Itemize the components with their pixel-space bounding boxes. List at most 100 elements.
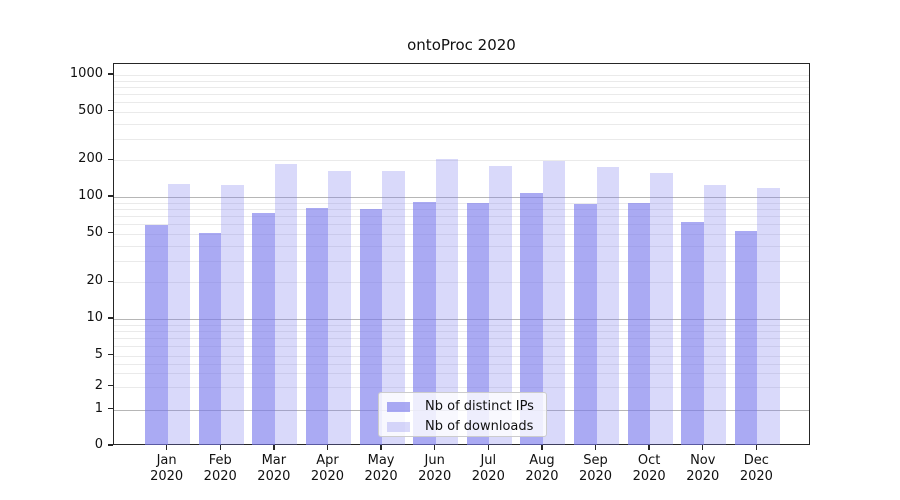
minor-gridline — [114, 93, 809, 95]
legend-swatch-distinct-ips — [387, 401, 410, 412]
y-axis-tick-label: 200 — [78, 151, 103, 167]
y-axis-tick — [108, 317, 113, 319]
minor-gridline — [114, 111, 809, 113]
minor-gridline — [114, 202, 809, 204]
minor-gridline — [114, 224, 809, 226]
y-axis-tick — [108, 444, 113, 446]
bar-downloads-jul — [489, 165, 512, 445]
plot-area — [113, 63, 810, 445]
bar-downloads-dec — [757, 188, 780, 445]
bar-distinct-ips-may — [359, 209, 383, 445]
y-axis-tick — [108, 110, 113, 112]
y-axis-tick-label: 1000 — [69, 66, 103, 81]
y-axis-tick-label: 2 — [94, 377, 103, 393]
minor-gridline — [114, 138, 809, 140]
legend-swatch-downloads — [387, 421, 410, 432]
bars-layer — [114, 64, 809, 445]
y-axis-tick — [108, 407, 113, 410]
y-axis-tick — [108, 158, 113, 160]
bar-distinct-ips-jul — [466, 202, 490, 445]
x-axis-tick — [273, 445, 275, 450]
y-axis-tick — [108, 385, 113, 387]
bar-distinct-ips-feb — [198, 232, 222, 445]
bar-downloads-jan — [167, 183, 191, 445]
x-axis-tick — [165, 445, 168, 450]
minor-gridline — [114, 346, 809, 348]
bar-distinct-ips-nov — [681, 222, 704, 445]
bar-distinct-ips-oct — [627, 202, 651, 445]
minor-gridline — [114, 260, 809, 262]
minor-gridline — [114, 233, 809, 235]
minor-gridline — [114, 330, 809, 332]
y-axis-tick-label: 500 — [78, 102, 103, 118]
major-gridline — [114, 197, 809, 198]
x-axis-tick-label: Oct 2020 — [632, 453, 666, 484]
x-axis-tick — [648, 445, 650, 450]
minor-gridline — [114, 102, 809, 104]
bar-downloads-mar — [274, 164, 298, 445]
bar-distinct-ips-dec — [734, 230, 758, 445]
legend-label-downloads: Nb of downloads — [425, 419, 534, 434]
grid-layer — [114, 64, 809, 444]
minor-gridline — [114, 373, 809, 374]
legend-row-distinct-ips: Nb of distinct IPs — [379, 398, 546, 415]
minor-gridline — [114, 355, 809, 357]
y-axis-tick-label: 5 — [94, 346, 103, 362]
legend-row-downloads: Nb of downloads — [379, 418, 546, 435]
x-axis-tick-label: Jan 2020 — [150, 453, 184, 484]
minor-gridline — [114, 386, 809, 388]
x-axis-tick-label: Apr 2020 — [310, 453, 344, 484]
minor-gridline — [114, 324, 809, 326]
bar-downloads-sep — [596, 167, 620, 445]
bar-downloads-jun — [435, 159, 459, 445]
x-axis-tick-label: May 2020 — [364, 453, 398, 484]
bar-distinct-ips-aug — [520, 193, 543, 445]
x-axis-tick — [433, 445, 436, 450]
bar-distinct-ips-jan — [145, 224, 168, 445]
minor-gridline — [114, 337, 809, 339]
x-axis-tick-label: Jul 2020 — [471, 453, 505, 484]
x-axis-tick-label: Dec 2020 — [739, 453, 773, 484]
bar-downloads-nov — [703, 185, 727, 445]
minor-gridline — [114, 75, 809, 76]
y-axis-tick-label: 10 — [86, 310, 103, 325]
major-gridline — [114, 319, 809, 320]
x-axis-tick — [219, 445, 221, 450]
y-axis-tick-label: 1 — [94, 400, 103, 416]
x-axis-tick-label: Sep 2020 — [578, 453, 613, 484]
x-axis-tick — [487, 445, 489, 450]
bar-distinct-ips-mar — [252, 212, 275, 445]
x-axis-tick — [755, 445, 758, 450]
minor-gridline — [114, 80, 809, 82]
x-axis-tick — [380, 445, 382, 450]
y-axis-tick — [108, 232, 113, 234]
bar-downloads-may — [382, 171, 405, 445]
x-axis-tick-label: Feb 2020 — [203, 453, 237, 484]
minor-gridline — [114, 160, 809, 162]
y-axis-tick — [108, 280, 113, 282]
bar-distinct-ips-sep — [574, 203, 597, 445]
y-axis-tick-label: 100 — [78, 188, 103, 203]
minor-gridline — [114, 86, 809, 88]
minor-gridline — [114, 123, 809, 125]
x-axis-tick — [594, 445, 597, 450]
x-axis-tick-label: Nov 2020 — [686, 453, 720, 484]
minor-gridline — [114, 215, 809, 217]
y-axis-tick-label: 20 — [86, 273, 103, 289]
y-axis-tick — [108, 73, 113, 75]
chart-title: ontoProc 2020 — [407, 36, 516, 54]
bar-distinct-ips-jun — [413, 201, 436, 445]
y-axis-tick — [108, 195, 113, 197]
minor-gridline — [114, 282, 809, 284]
x-axis-tick — [326, 445, 329, 450]
x-axis-tick-label: Jun 2020 — [418, 453, 452, 484]
bar-downloads-apr — [328, 171, 351, 445]
y-axis-tick-label: 50 — [86, 224, 103, 240]
bar-downloads-oct — [650, 173, 673, 445]
bar-downloads-aug — [542, 161, 566, 445]
x-axis-tick — [541, 445, 543, 450]
x-axis-tick-label: Aug 2020 — [525, 453, 559, 484]
